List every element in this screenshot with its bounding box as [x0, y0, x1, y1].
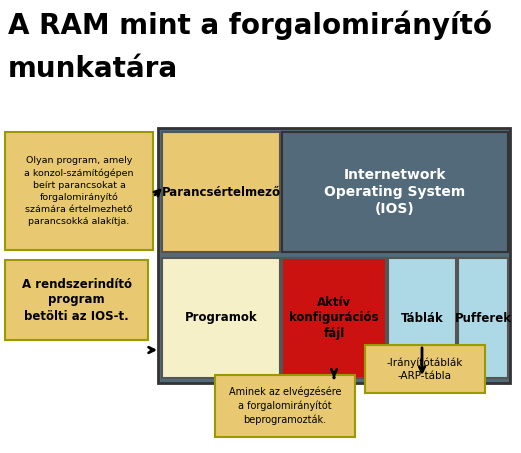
- Text: Táblák: Táblák: [401, 312, 443, 324]
- Bar: [5, 132, 153, 250]
- Text: Aminek az elvégzésére
a forgalomirányítót
beprogramozták.: Aminek az elvégzésére a forgalomirányító…: [229, 387, 341, 425]
- Text: Aktív
konfigurációs
fájl: Aktív konfigurációs fájl: [289, 295, 379, 341]
- Text: Olyan program, amely
a konzol-számítógépen
beírt parancsokat a
forgalomirányító
: Olyan program, amely a konzol-számítógép…: [24, 156, 134, 226]
- Bar: [282, 132, 508, 252]
- Bar: [458, 258, 508, 378]
- Bar: [158, 128, 510, 383]
- Text: munkatára: munkatára: [8, 55, 178, 83]
- Text: Programok: Programok: [184, 312, 257, 324]
- Text: A RAM mint a forgalomirányító: A RAM mint a forgalomirányító: [8, 10, 492, 39]
- Bar: [215, 375, 355, 437]
- Text: Pufferek: Pufferek: [454, 312, 512, 324]
- Bar: [365, 345, 485, 393]
- Bar: [162, 258, 280, 378]
- Text: -Irányítótáblák
-ARP-tábla: -Irányítótáblák -ARP-tábla: [387, 357, 463, 381]
- Bar: [162, 132, 280, 252]
- Text: Parancsértelmező: Parancsértelmező: [162, 185, 280, 198]
- Bar: [388, 258, 456, 378]
- Bar: [5, 260, 148, 340]
- Text: Internetwork
Operating System
(IOS): Internetwork Operating System (IOS): [325, 168, 466, 216]
- Bar: [282, 258, 386, 378]
- Text: A rendszerindító
program
betölti az IOS-t.: A rendszerindító program betölti az IOS-…: [21, 278, 131, 323]
